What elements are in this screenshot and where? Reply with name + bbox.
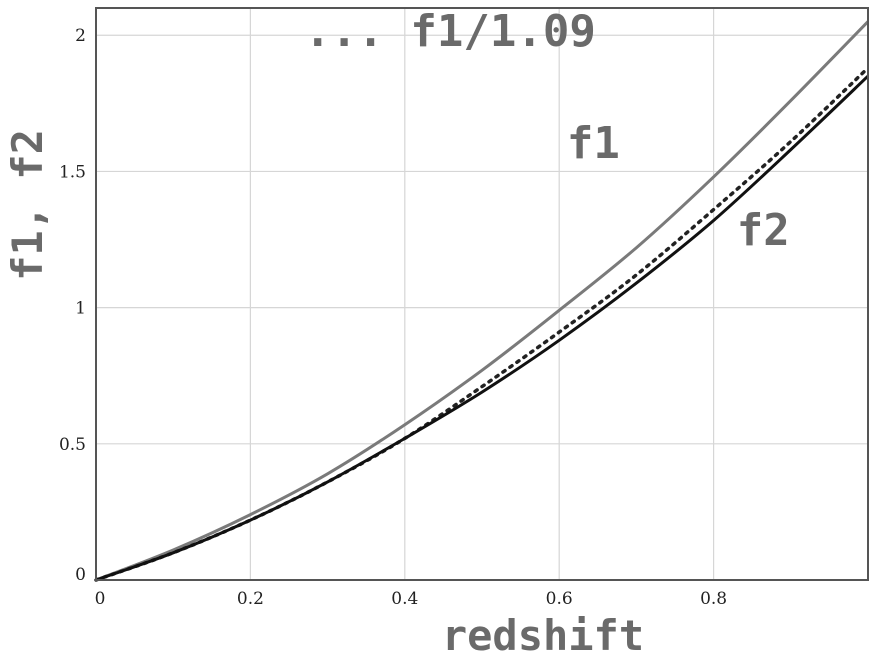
series-line-f2 — [95, 75, 870, 582]
y-tick-label: 1.5 — [59, 162, 86, 182]
annotation-f1-1-09: ... f1/1.09 — [304, 6, 595, 57]
annotation-f1: f1 — [567, 118, 620, 169]
y-axis-label: f1, f2 — [3, 129, 52, 281]
y-tick-label: 0.5 — [59, 435, 86, 455]
y-tick-label: 2 — [75, 26, 86, 46]
grid — [96, 8, 868, 580]
x-tick-label: 0.2 — [237, 589, 264, 609]
y-tick-label: 0 — [75, 565, 86, 585]
x-tick-label: 0 — [95, 589, 106, 609]
series-line-f1 — [95, 20, 870, 582]
annotations: f1 f2 ... f1/1.09 — [304, 6, 789, 256]
x-tick-label: 0.4 — [391, 589, 418, 609]
tick-labels: 0 0.2 0.4 0.6 0.8 0 0.5 1 1.5 2 — [59, 26, 727, 609]
x-tick-label: 0.8 — [700, 589, 727, 609]
series-group — [94, 20, 870, 582]
annotation-f2: f2 — [737, 205, 790, 256]
x-axis-label: redshift — [442, 611, 644, 652]
x-tick-label: 0.6 — [546, 589, 573, 609]
y-tick-label: 1 — [75, 299, 86, 319]
plot-background — [96, 8, 868, 580]
plot-frame — [95, 7, 869, 581]
